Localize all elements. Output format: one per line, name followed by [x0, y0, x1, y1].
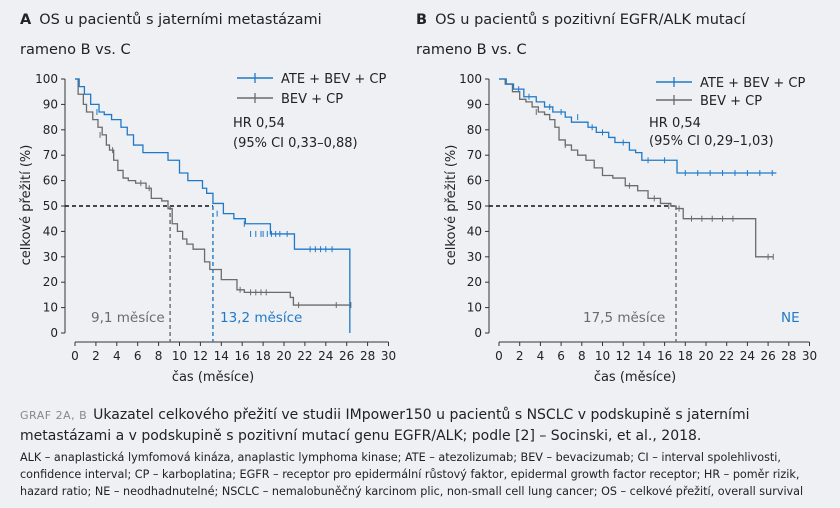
chart-b-x-tick-label: 14	[636, 349, 651, 363]
chart-a-x-tick-label: 24	[318, 349, 333, 363]
chart-b-legend-label: BEV + CP	[700, 94, 762, 109]
chart-a-x-tick-label: 26	[339, 349, 354, 363]
chart-a-x-tick-label: 30	[381, 349, 396, 363]
figure-caption: GRAF 2A, B Ukazatel celkového přežití ve …	[20, 405, 820, 446]
chart-b-x-tick-label: 22	[719, 349, 734, 363]
chart-b-median-label: 17,5 měsíce	[583, 310, 665, 326]
chart-a-x-tick-label: 10	[172, 349, 187, 363]
chart-a-y-tick-label: 60	[43, 174, 58, 188]
panel-b-title: B OS u pacientů s pozitivní EGFR/ALK muta…	[416, 12, 745, 28]
caption-text: Ukazatel celkového přežití ve studii IMp…	[20, 407, 750, 444]
chart-b-x-tick-label: 0	[495, 349, 503, 363]
chart-b-y-tick-label: 40	[467, 224, 482, 238]
chart-a-y-tick-label: 80	[43, 123, 58, 137]
chart-b-y-tick-label: 100	[459, 72, 482, 86]
chart-a-median-label: 9,1 měsíce	[91, 310, 165, 326]
chart-b-x-tick-label: 12	[616, 349, 631, 363]
chart-a-y-tick-label: 50	[43, 199, 58, 213]
chart-b-y-tick-label: 30	[467, 250, 482, 264]
chart-b-x-tick-label: 24	[740, 349, 755, 363]
panel-b-title-text: OS u pacientů s pozitivní EGFR/ALK mutac…	[435, 12, 746, 28]
caption-label: GRAF 2A, B	[20, 409, 88, 422]
chart-b-legend-label: ATE + BEV + CP	[700, 76, 805, 91]
panel-a-subtitle: rameno B vs. C	[20, 42, 131, 58]
chart-a-x-tick-label: 12	[193, 349, 208, 363]
chart-b-y-axis-label: celkové přežití (%)	[444, 145, 459, 266]
chart-b-x-tick-label: 16	[657, 349, 672, 363]
chart-b-y-tick-label: 10	[467, 301, 482, 315]
chart-b-y-tick-label: 0	[474, 326, 482, 340]
chart-b-x-tick-label: 20	[698, 349, 713, 363]
chart-a-y-tick-label: 0	[50, 326, 58, 340]
chart-b-y-tick-label: 20	[467, 275, 482, 289]
chart-b-x-tick-label: 18	[678, 349, 693, 363]
chart-a-y-axis-label: celkové přežití (%)	[19, 145, 34, 266]
chart-a-legend-label: BEV + CP	[281, 92, 343, 107]
chart-a-x-tick-label: 14	[214, 349, 229, 363]
abbreviations-note: ALK – anaplastická lymfomová kináza, ana…	[20, 451, 804, 498]
panel-b-subtitle: rameno B vs. C	[416, 42, 527, 58]
chart-a-legend-label: ATE + BEV + CP	[281, 72, 386, 87]
chart-b-series-bev-cp-curve	[499, 78, 774, 258]
panel-a-title-text: OS u pacientů s jaterními metastázami	[39, 12, 322, 28]
chart-b-median-label: NE	[781, 310, 800, 326]
chart-a-y-tick-label: 10	[43, 301, 58, 315]
chart-a-series-bev-cp-curve	[75, 78, 351, 306]
chart-b-x-tick-label: 6	[557, 349, 565, 363]
chart-b-y-tick-label: 50	[467, 199, 482, 213]
chart-a-x-tick-label: 8	[155, 349, 163, 363]
chart-b-x-tick-label: 30	[802, 349, 817, 363]
chart-b-y-tick-label: 90	[467, 97, 482, 111]
chart-a-x-tick-label: 22	[297, 349, 312, 363]
chart-a-series-ate-bev-cp-curve	[75, 78, 351, 333]
chart-b-x-tick-label: 28	[781, 349, 796, 363]
chart-b-x-tick-label: 8	[578, 349, 586, 363]
chart-a-x-tick-label: 16	[235, 349, 250, 363]
chart-b-x-tick-label: 10	[595, 349, 610, 363]
chart-b-x-tick-label: 4	[537, 349, 545, 363]
chart-a-x-tick-label: 2	[92, 349, 100, 363]
chart-b-x-axis-label: čas (měsíce)	[594, 370, 676, 385]
chart-a-y-tick-label: 30	[43, 250, 58, 264]
chart-a-y-tick-label: 100	[35, 72, 58, 86]
chart-a-x-tick-label: 20	[276, 349, 291, 363]
chart-a-x-tick-label: 0	[71, 349, 79, 363]
chart-b-y-tick-label: 60	[467, 174, 482, 188]
chart-a-y-tick-label: 20	[43, 275, 58, 289]
chart-a-median-label: 13,2 měsíce	[220, 310, 302, 326]
panel-a-letter: A	[20, 12, 32, 28]
chart-b-x-tick-label: 26	[760, 349, 775, 363]
chart-a-x-axis-label: čas (měsíce)	[172, 370, 254, 385]
chart-a-x-tick-label: 6	[134, 349, 142, 363]
chart-b-series-ate-bev-cp-curve	[499, 78, 777, 174]
chart-b-x-tick-label: 2	[516, 349, 524, 363]
chart-b-ci-text: (95% CI 0,29–1,03)	[649, 134, 774, 149]
chart-b-hr-text: HR 0,54	[649, 116, 701, 131]
chart-b-y-tick-label: 70	[467, 148, 482, 162]
chart-a-x-tick-label: 28	[360, 349, 375, 363]
panel-b-letter: B	[416, 12, 428, 28]
chart-a-hr-text: HR 0,54	[233, 116, 285, 131]
chart-b-y-tick-label: 80	[467, 123, 482, 137]
chart-a-x-tick-label: 18	[255, 349, 270, 363]
chart-a-y-tick-label: 70	[43, 148, 58, 162]
chart-a-ci-text: (95% CI 0,33–0,88)	[233, 136, 358, 151]
chart-a-x-tick-label: 4	[113, 349, 121, 363]
panel-a-title: A OS u pacientů s jaterními metastázami	[20, 12, 322, 28]
chart-a-y-tick-label: 90	[43, 97, 58, 111]
chart-a-y-tick-label: 40	[43, 224, 58, 238]
